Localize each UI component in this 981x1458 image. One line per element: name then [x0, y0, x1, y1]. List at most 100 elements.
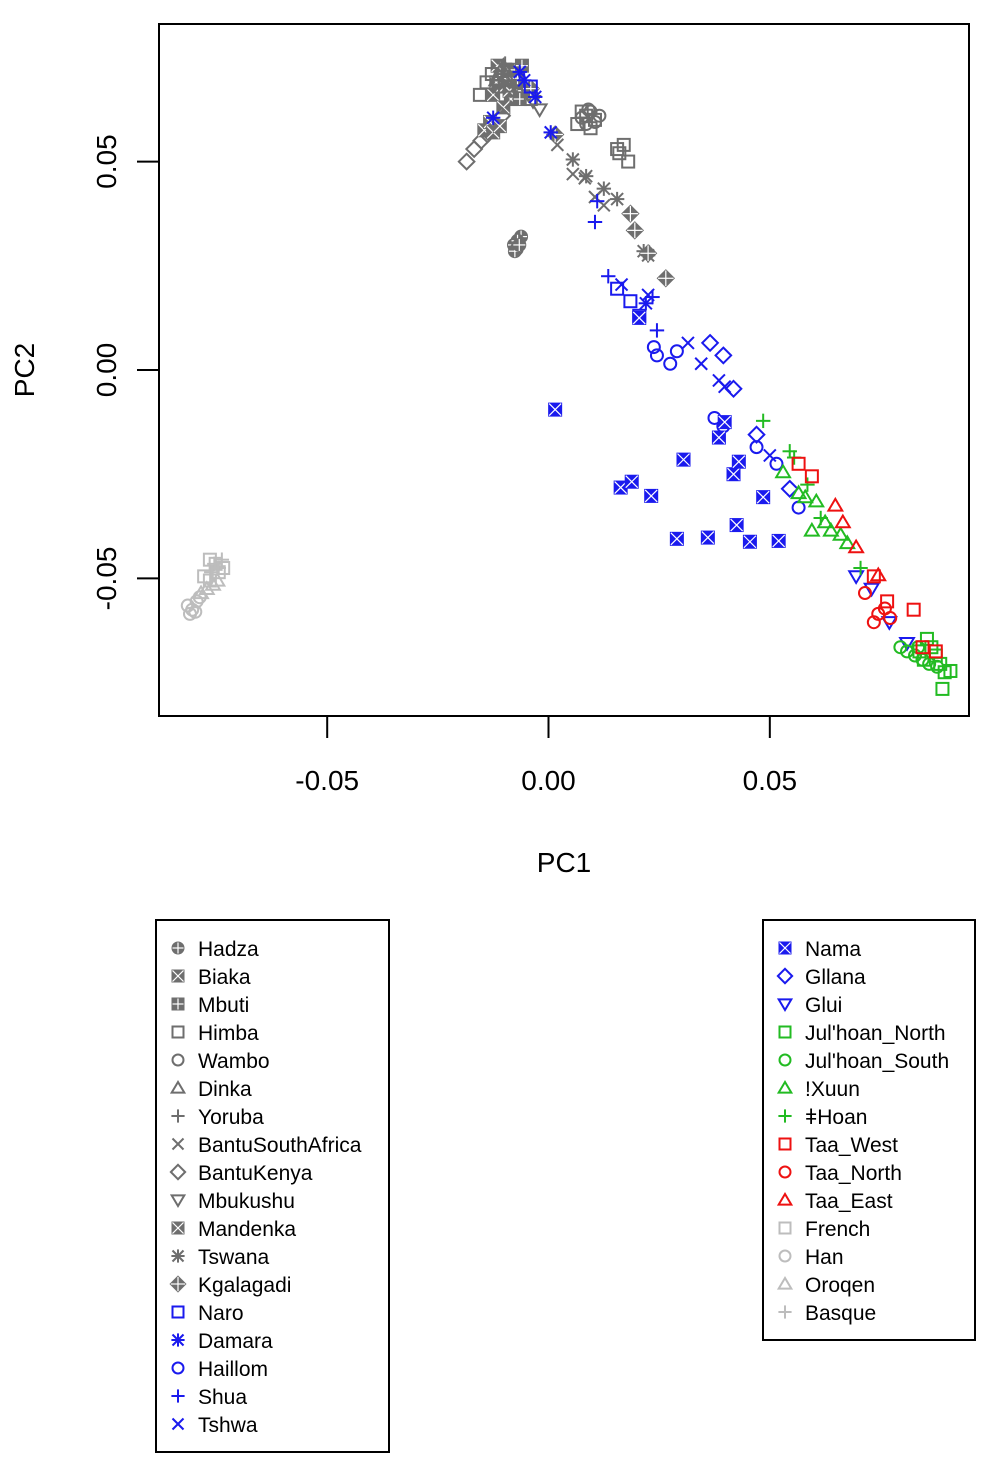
legend-marker-nama	[778, 941, 792, 955]
legend-marker-han	[778, 1249, 792, 1263]
data-point	[943, 663, 958, 678]
data-point	[214, 552, 230, 567]
legend-marker-biaka	[171, 969, 185, 983]
data-point	[644, 488, 659, 503]
series-han	[180, 590, 207, 621]
data-point	[581, 102, 596, 117]
legend-label: Gllana	[805, 966, 866, 989]
y-tick-label: -0.05	[91, 547, 122, 611]
data-point	[596, 181, 612, 196]
data-point	[869, 566, 887, 582]
data-point	[501, 73, 516, 88]
data-point	[574, 104, 589, 119]
legend-marker-jul-hoan-north	[778, 1025, 792, 1039]
data-point	[906, 602, 921, 617]
data-point	[494, 66, 510, 82]
x-axis: -0.05 0.00 0.05	[295, 715, 797, 796]
data-point	[613, 480, 628, 495]
legend-label: French	[805, 1218, 870, 1241]
legend-marker-bantukenya	[169, 1163, 187, 1181]
data-point	[516, 73, 532, 88]
legend-label: Damara	[198, 1330, 273, 1353]
legend-label: Yoruba	[198, 1106, 264, 1129]
data-point	[717, 415, 732, 430]
data-point	[612, 146, 627, 161]
legend-label: Kgalagadi	[198, 1274, 291, 1297]
legend-label: Taa_West	[805, 1134, 898, 1157]
legend-marker-haillom	[171, 1361, 185, 1375]
legend-marker-mbuti	[171, 997, 185, 1011]
data-point	[847, 538, 865, 554]
series-nama	[548, 310, 786, 549]
data-point	[807, 492, 825, 508]
data-point	[714, 346, 733, 365]
series-tshwa	[614, 277, 777, 463]
legend-left: Hadza Biaka Mbuti Himba Wambo Dinka Yoruba Bant…	[155, 919, 390, 1453]
data-point	[457, 152, 476, 171]
legend-label: Han	[805, 1246, 844, 1269]
data-point	[747, 425, 766, 444]
data-point	[791, 456, 806, 471]
data-point	[813, 510, 828, 526]
data-point	[928, 644, 943, 659]
legend-label: Oroqen	[805, 1274, 875, 1297]
data-point	[497, 56, 513, 71]
legend-marker-dinka	[169, 1079, 187, 1094]
data-point	[548, 402, 563, 417]
data-point	[656, 269, 676, 288]
series-kgalagadi	[521, 79, 676, 288]
legend-marker-basque	[778, 1305, 792, 1319]
data-point	[756, 490, 771, 505]
data-point	[587, 214, 603, 230]
data-points	[180, 56, 958, 696]
data-point	[621, 204, 640, 223]
legend-marker-tswana	[171, 1249, 185, 1263]
legend-label: Basque	[805, 1302, 876, 1325]
data-point	[625, 221, 645, 240]
data-point	[791, 500, 806, 515]
series-hadza	[506, 229, 529, 259]
data-point	[649, 323, 665, 338]
legend-marker-naro	[171, 1305, 185, 1319]
data-point	[724, 379, 743, 398]
data-point	[663, 356, 678, 371]
legend-label: Glui	[805, 994, 842, 1017]
data-point	[915, 640, 930, 655]
data-point	[198, 580, 216, 595]
data-point	[928, 648, 943, 663]
series-oroqen	[192, 571, 227, 600]
data-point	[822, 521, 840, 537]
data-point	[880, 594, 895, 609]
data-point	[601, 269, 616, 284]
series-yoruba	[491, 56, 516, 92]
legend-label: Hadza	[198, 938, 259, 961]
data-point	[919, 631, 934, 646]
data-point	[700, 333, 720, 353]
data-point	[512, 92, 527, 107]
legend-right: Nama Gllana Glui Jul'hoan_North Jul'hoan_Sou…	[762, 919, 976, 1341]
data-point	[204, 576, 222, 591]
data-point	[831, 526, 850, 541]
legend-label: Dinka	[198, 1078, 252, 1101]
legend-label: Shua	[198, 1386, 247, 1409]
data-point	[188, 604, 203, 619]
legend-label: Mbukushu	[198, 1190, 295, 1213]
data-point	[531, 103, 549, 119]
series-xuun	[774, 463, 856, 550]
series-basque	[204, 552, 230, 580]
data-point	[543, 125, 558, 140]
legend-frame	[155, 919, 390, 1453]
data-point	[645, 289, 660, 305]
data-point	[610, 281, 625, 296]
series-taa-west	[791, 456, 943, 659]
data-point	[609, 191, 625, 207]
data-point	[712, 373, 726, 388]
data-point	[866, 569, 881, 584]
data-point	[565, 152, 581, 167]
data-point	[908, 648, 922, 663]
data-point	[726, 467, 741, 482]
legend-label: Nama	[805, 938, 861, 961]
data-point	[935, 681, 950, 696]
legend-label: Jul'hoan_South	[805, 1050, 949, 1073]
data-point	[211, 560, 226, 576]
